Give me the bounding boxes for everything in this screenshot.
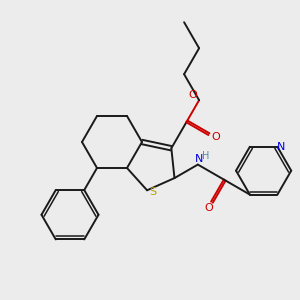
Text: O: O <box>205 203 214 213</box>
Text: S: S <box>149 187 157 197</box>
Text: O: O <box>211 132 220 142</box>
Text: N: N <box>195 154 203 164</box>
Text: O: O <box>189 90 197 100</box>
Text: N: N <box>277 142 286 152</box>
Text: H: H <box>202 151 210 160</box>
